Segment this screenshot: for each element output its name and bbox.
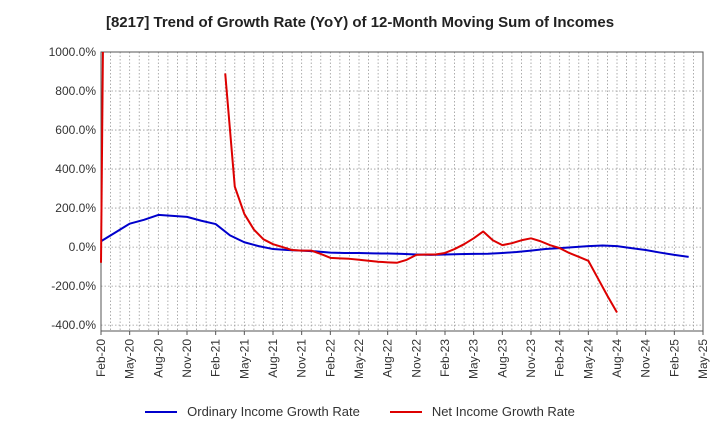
- legend-item-net: Net Income Growth Rate: [389, 404, 575, 419]
- chart-title: [8217] Trend of Growth Rate (YoY) of 12-…: [105, 14, 615, 31]
- x-tick-label: Nov-23: [524, 339, 538, 378]
- x-tick-label: Aug-20: [151, 339, 165, 378]
- x-tick-label: Feb-21: [209, 339, 223, 377]
- legend-label-ordinary: Ordinary Income Growth Rate: [187, 404, 360, 419]
- x-tick-label: May-23: [467, 339, 481, 379]
- y-tick-label: -200.0%: [51, 279, 96, 293]
- x-tick-label: Nov-21: [295, 339, 309, 378]
- x-tick-label: May-21: [237, 339, 251, 379]
- legend-swatch-ordinary: [145, 410, 178, 413]
- plot-area: [101, 52, 703, 331]
- x-tick-label: May-25: [696, 339, 710, 379]
- legend-swatch-net: [389, 410, 422, 413]
- y-tick-label: 1000.0%: [49, 45, 97, 59]
- y-tick-label: 400.0%: [55, 162, 96, 176]
- y-tick-label: 600.0%: [55, 123, 96, 137]
- x-tick-label: Aug-22: [381, 339, 395, 378]
- series-ordinary-income-line: [100, 213, 689, 258]
- y-tick-label: -400.0%: [51, 318, 96, 332]
- series-net-income-spike: [100, 51, 104, 263]
- y-tick-label: 800.0%: [55, 84, 96, 98]
- x-tick-label: Nov-22: [409, 339, 423, 378]
- y-tick-label: 200.0%: [55, 201, 96, 215]
- legend-item-ordinary: Ordinary Income Growth Rate: [145, 404, 360, 419]
- x-tick-label: Aug-23: [495, 339, 509, 378]
- legend-label-net: Net Income Growth Rate: [431, 404, 575, 419]
- x-tick-label: Aug-21: [266, 339, 280, 378]
- x-tick-label: May-24: [581, 339, 595, 379]
- x-tick-label: Aug-24: [610, 339, 624, 378]
- x-tick-label: Nov-24: [639, 339, 653, 378]
- x-tick-label: May-22: [352, 339, 366, 379]
- x-tick-label: Nov-20: [180, 339, 194, 378]
- x-tick-label: Feb-22: [323, 339, 337, 377]
- x-tick-label: May-20: [123, 339, 137, 379]
- x-tick-label: Feb-23: [438, 339, 452, 377]
- x-tick-label: Feb-24: [553, 339, 567, 377]
- y-tick-label: 0.0%: [69, 240, 97, 254]
- x-tick-label: Feb-25: [667, 339, 681, 377]
- x-tick-label: Feb-20: [94, 339, 108, 377]
- legend: Ordinary Income Growth Rate Net Income G…: [0, 404, 720, 419]
- series-net-income-line: [224, 73, 618, 313]
